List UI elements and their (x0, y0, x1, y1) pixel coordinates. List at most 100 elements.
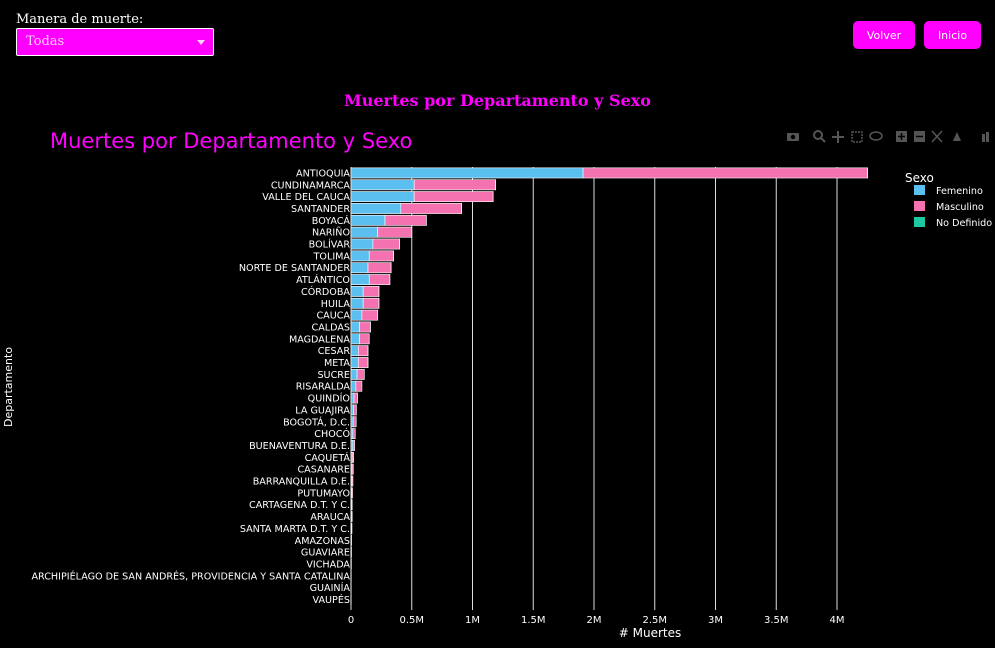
filter-label: Manera de muerte: (16, 12, 144, 27)
y-tick-label: MAGDALENA (289, 334, 350, 345)
y-tick-label: BOLÍVAR (309, 238, 351, 251)
back-button[interactable]: Volver (853, 21, 915, 49)
y-tick-label: CASANARE (297, 465, 350, 476)
bar-femenino[interactable] (350, 238, 374, 250)
bar-masculino[interactable] (351, 487, 353, 499)
bar-masculino[interactable] (357, 357, 369, 368)
bar-masculino[interactable] (352, 440, 355, 451)
bar-femenino[interactable] (350, 286, 364, 297)
y-tick-label: ATLÁNTICO (296, 273, 350, 286)
legend-swatch[interactable] (914, 217, 925, 227)
x-tick-label: 1.5M (521, 615, 546, 626)
bar-femenino[interactable] (350, 226, 379, 238)
bar-masculino[interactable] (368, 250, 394, 262)
bar-masculino[interactable] (351, 451, 354, 463)
bar-masculino[interactable] (413, 179, 496, 191)
legend-item[interactable]: Femenino (936, 186, 983, 197)
legend-title: Sexo (905, 171, 934, 185)
legend-item[interactable]: Masculino (936, 202, 984, 213)
bar-masculino[interactable] (413, 191, 494, 203)
bar-femenino[interactable] (350, 357, 359, 368)
y-tick-label: CHOCÓ (314, 427, 350, 440)
bar-masculino[interactable] (359, 333, 370, 345)
manner-of-death-dropdown[interactable]: Todas (16, 28, 214, 56)
dropdown-selected-value: Todas (26, 34, 65, 49)
bar-femenino[interactable] (350, 214, 386, 226)
chart-title: Muertes por Departamento y Sexo (50, 129, 412, 153)
bar-masculino[interactable] (362, 286, 380, 297)
bar-masculino[interactable] (367, 262, 392, 274)
bar-masculino[interactable] (368, 274, 391, 285)
lasso-select-icon[interactable] (869, 131, 883, 141)
page-title: Muertes por Departamento y Sexo (344, 91, 651, 110)
y-tick-label: CALDAS (312, 322, 350, 333)
bar-masculino[interactable] (356, 368, 365, 380)
bar-femenino[interactable] (350, 321, 360, 333)
bar-femenino[interactable] (350, 262, 369, 274)
x-tick-label: 0 (348, 615, 354, 626)
bar-masculino[interactable] (352, 416, 357, 428)
legend-swatch[interactable] (914, 201, 925, 211)
bar-masculino[interactable] (352, 428, 356, 440)
bar-masculino[interactable] (351, 511, 353, 522)
bar-femenino[interactable] (350, 380, 357, 392)
bar-femenino[interactable] (350, 392, 355, 404)
bar-masculino[interactable] (361, 309, 379, 321)
bar-masculino[interactable] (351, 463, 354, 475)
chevron-down-icon[interactable] (197, 40, 205, 45)
bar-masculino[interactable] (353, 392, 358, 404)
bar-masculino[interactable] (582, 167, 868, 179)
zoom-icon[interactable] (813, 130, 826, 143)
bar-masculino[interactable] (355, 380, 363, 392)
y-tick-label: ARCHIPIÉLAGO DE SAN ANDRÉS, PROVIDENCIA … (31, 569, 350, 582)
bar-femenino[interactable] (350, 179, 415, 191)
legend-swatch[interactable] (914, 185, 925, 195)
bar-masculino[interactable] (359, 321, 371, 333)
bar-masculino[interactable] (351, 475, 354, 487)
gridlines (350, 167, 838, 610)
y-tick-label: TOLIMA (313, 251, 351, 262)
box-select-icon[interactable] (851, 131, 863, 143)
y-tick-label: VAUPÉS (313, 593, 350, 606)
x-tick-label: 2M (587, 615, 602, 626)
y-tick-label: SUCRE (317, 370, 350, 381)
y-tick-label: GUAVIARE (301, 548, 350, 559)
bar-femenino[interactable] (350, 368, 358, 380)
bar-femenino[interactable] (350, 333, 360, 345)
bar-masculino[interactable] (357, 345, 369, 357)
plotly-logo-icon[interactable] (982, 132, 989, 142)
y-tick-label: QUINDÍO (308, 392, 351, 405)
autoscale-icon[interactable] (931, 130, 943, 143)
bar-masculino[interactable] (400, 203, 462, 214)
camera-icon[interactable] (787, 133, 799, 141)
bar-femenino[interactable] (350, 167, 584, 179)
x-tick-label: 3M (708, 615, 723, 626)
bar-masculino[interactable] (372, 238, 400, 250)
y-tick-label: RISARALDA (296, 382, 351, 393)
bar-femenino[interactable] (350, 203, 402, 214)
bar-femenino[interactable] (350, 309, 363, 321)
y-tick-label: CAUCA (316, 311, 350, 322)
pan-icon[interactable] (832, 131, 844, 143)
bar-masculino[interactable] (362, 297, 380, 309)
y-tick-label: NORTE DE SANTANDER (239, 263, 350, 274)
home-button[interactable]: Inicio (924, 21, 981, 49)
reset-axes-icon[interactable] (953, 132, 961, 141)
bar-femenino[interactable] (350, 404, 354, 416)
bar-femenino[interactable] (350, 250, 370, 262)
bar-masculino[interactable] (384, 214, 427, 226)
bar-masculino[interactable] (353, 404, 357, 416)
bar-femenino[interactable] (350, 345, 359, 357)
bar-femenino[interactable] (350, 416, 354, 428)
bar-masculino[interactable] (377, 226, 413, 238)
y-tick-label: SANTANDER (291, 204, 350, 215)
bar-masculino[interactable] (351, 499, 353, 511)
zoom-in-icon[interactable] (896, 131, 907, 142)
y-tick-label: CÓRDOBA (301, 285, 350, 298)
bar-femenino[interactable] (350, 191, 415, 203)
bar-femenino[interactable] (350, 274, 370, 285)
zoom-out-icon[interactable] (914, 131, 925, 142)
deaths-by-department-chart: Muertes por Departamento y Sexo ANTIOQUI… (2, 129, 992, 640)
bar-femenino[interactable] (350, 297, 364, 309)
legend-item[interactable]: No Definido (936, 218, 992, 229)
